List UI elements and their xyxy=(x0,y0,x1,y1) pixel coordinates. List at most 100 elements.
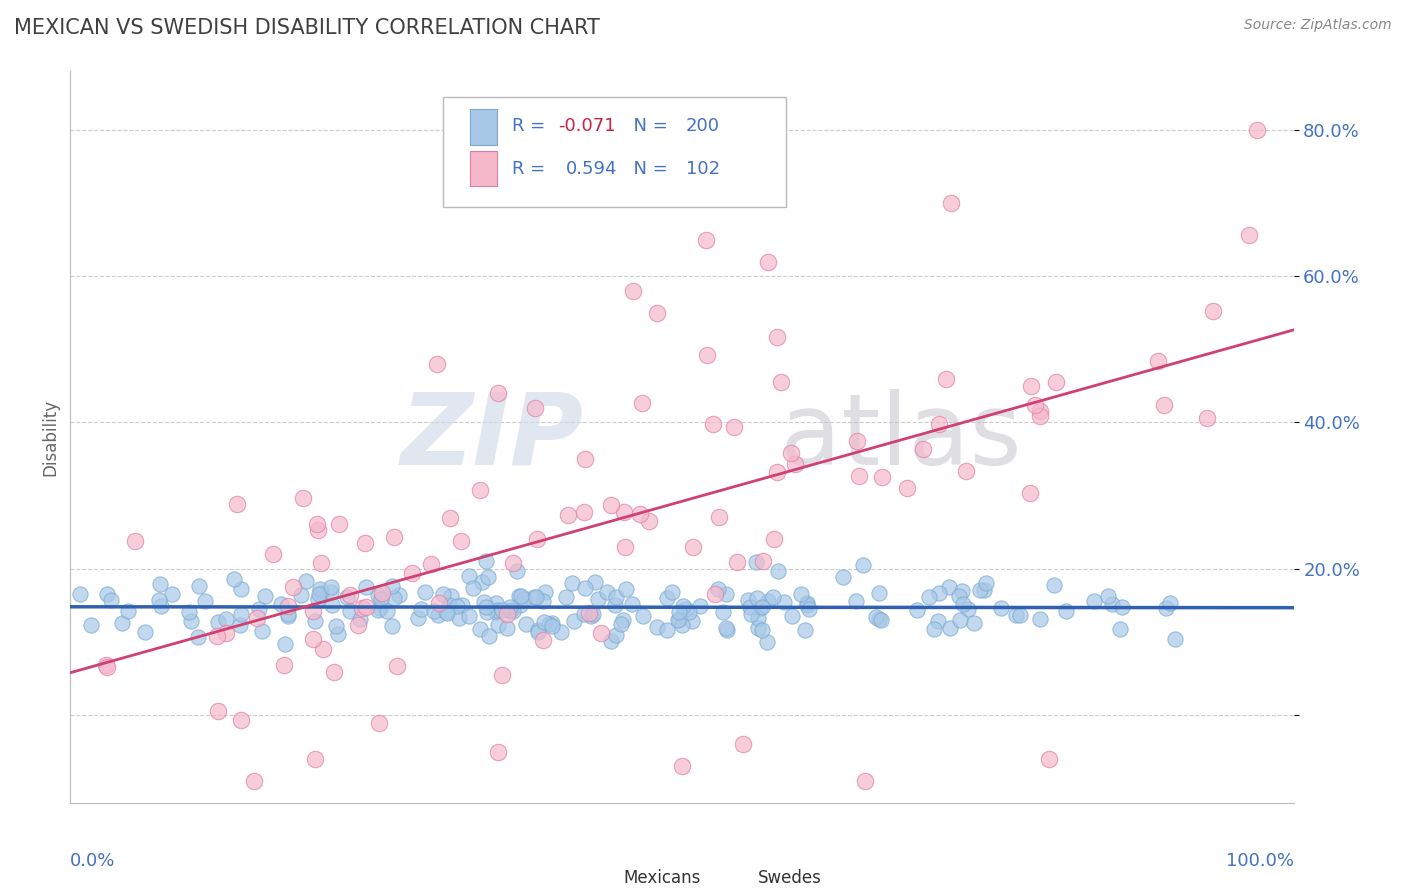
Point xyxy=(249,602,271,616)
Point xyxy=(321,599,343,613)
Point xyxy=(755,635,778,649)
Point xyxy=(848,468,870,483)
Point xyxy=(486,603,509,617)
Point xyxy=(375,603,398,617)
Point xyxy=(1202,304,1225,318)
Point xyxy=(709,509,731,524)
Point xyxy=(682,540,704,554)
Point xyxy=(501,603,523,617)
Point xyxy=(485,605,508,619)
Point xyxy=(537,616,560,631)
Point xyxy=(747,591,769,605)
Point xyxy=(610,616,633,631)
Point xyxy=(205,629,228,643)
Point xyxy=(367,588,389,602)
Point xyxy=(740,607,762,621)
Point xyxy=(307,523,329,537)
Text: ZIP: ZIP xyxy=(401,389,583,485)
Point xyxy=(714,621,737,635)
Point xyxy=(194,594,217,608)
Point xyxy=(273,657,295,672)
Point xyxy=(304,614,326,628)
Point xyxy=(1163,632,1185,646)
Point xyxy=(491,603,513,617)
Point xyxy=(574,451,596,466)
Point xyxy=(762,591,785,605)
Point xyxy=(780,446,803,460)
Point xyxy=(671,759,693,773)
Point xyxy=(513,591,536,606)
Point xyxy=(1146,353,1168,368)
Point xyxy=(1246,123,1268,137)
Point xyxy=(326,626,349,640)
Point xyxy=(385,659,408,673)
Point xyxy=(747,610,769,624)
Point xyxy=(583,574,606,589)
Point xyxy=(703,586,725,600)
Text: 100.0%: 100.0% xyxy=(1226,853,1294,871)
Point xyxy=(388,589,411,603)
Point xyxy=(868,586,890,600)
Point xyxy=(506,564,529,578)
FancyBboxPatch shape xyxy=(718,865,745,890)
Point xyxy=(461,581,484,595)
Point xyxy=(339,588,361,602)
Point xyxy=(747,620,769,634)
Point xyxy=(600,498,623,512)
Point xyxy=(928,417,950,431)
Point xyxy=(290,588,312,602)
Point xyxy=(1237,227,1260,242)
Point xyxy=(762,532,785,546)
Point xyxy=(188,580,211,594)
Point xyxy=(586,592,609,607)
Text: atlas: atlas xyxy=(780,389,1021,485)
Point xyxy=(613,505,636,519)
Point xyxy=(702,417,724,432)
Point xyxy=(117,604,139,618)
Point xyxy=(865,609,887,624)
Point xyxy=(308,587,330,601)
Point xyxy=(605,628,627,642)
Point xyxy=(872,470,894,484)
Point xyxy=(1101,597,1123,611)
Point xyxy=(177,605,200,619)
Point xyxy=(845,594,868,608)
Point xyxy=(100,593,122,607)
Point xyxy=(678,605,700,619)
Point xyxy=(1097,589,1119,603)
Point xyxy=(668,606,690,620)
Point xyxy=(270,597,292,611)
Point xyxy=(949,614,972,628)
Point xyxy=(524,591,547,605)
Point xyxy=(1111,599,1133,614)
Point xyxy=(711,606,734,620)
Point xyxy=(499,603,522,617)
Point xyxy=(1024,398,1046,412)
Point xyxy=(226,497,249,511)
Point xyxy=(770,375,793,389)
Point xyxy=(323,665,346,679)
Point xyxy=(756,594,779,608)
Point xyxy=(531,594,554,608)
Point xyxy=(541,618,564,632)
Point xyxy=(309,582,332,596)
Point xyxy=(534,585,557,599)
Point xyxy=(215,626,238,640)
Point xyxy=(450,599,472,613)
Point xyxy=(477,629,499,643)
Text: R =: R = xyxy=(512,117,551,136)
Point xyxy=(647,306,669,320)
Point xyxy=(524,401,547,415)
Point xyxy=(508,589,530,603)
Point xyxy=(450,533,472,548)
Point xyxy=(765,465,787,479)
Point xyxy=(738,600,761,615)
Point xyxy=(486,617,509,632)
Point xyxy=(427,607,450,622)
Point xyxy=(714,587,737,601)
Point xyxy=(229,582,252,596)
Text: MEXICAN VS SWEDISH DISABILITY CORRELATION CHART: MEXICAN VS SWEDISH DISABILITY CORRELATIO… xyxy=(14,18,600,37)
Point xyxy=(246,611,269,625)
Point xyxy=(207,704,229,718)
Point xyxy=(631,609,654,624)
